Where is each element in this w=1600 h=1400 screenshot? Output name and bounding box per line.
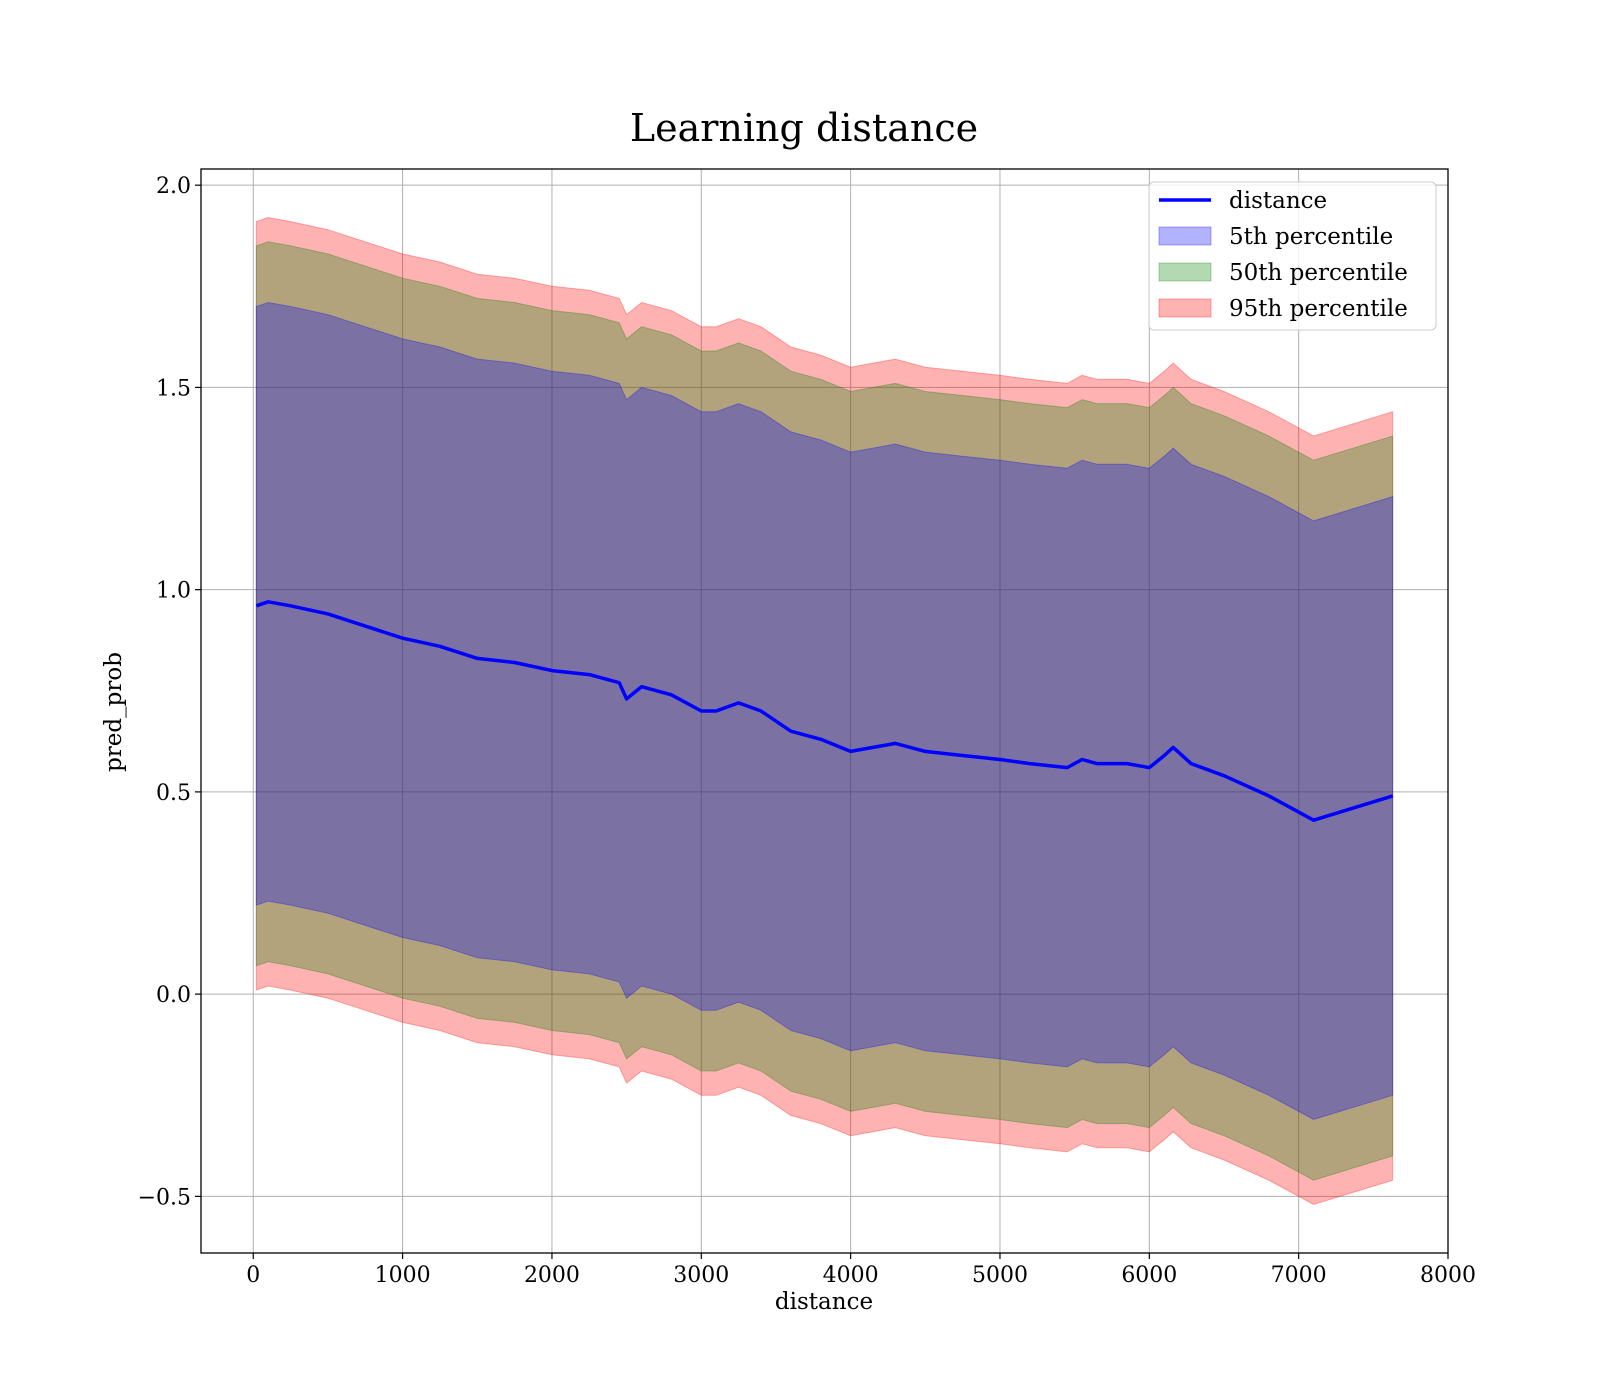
legend-5th-swatch (1158, 226, 1212, 246)
band-50th-percentile (255, 241, 1394, 1181)
x-tick-label: 0 (246, 1263, 260, 1288)
legend: distance 5th percentile 50th percentile … (1148, 181, 1437, 331)
x-tick-label: 8000 (1420, 1263, 1476, 1288)
y-tick-label: 2.0 (156, 174, 191, 199)
x-tick-label: 6000 (1121, 1263, 1177, 1288)
distance-line (255, 600, 1394, 822)
y-axis-ticks: −0.5 0.0 0.5 1.0 1.5 2.0 (138, 174, 201, 1210)
y-axis-label: pred_prob (101, 652, 127, 772)
x-tick-label: 4000 (823, 1263, 879, 1288)
band-95th-percentile (255, 216, 1394, 1206)
x-tick-label: 5000 (972, 1263, 1028, 1288)
percentile-bands (255, 216, 1394, 1206)
legend-frame (1148, 181, 1437, 331)
y-tick-label: 1.5 (156, 376, 191, 401)
axes-frame (200, 168, 1449, 1254)
legend-5th-label: 5th percentile (1229, 224, 1393, 250)
legend-50th-swatch (1158, 262, 1212, 282)
plot-area (201, 169, 1448, 1253)
distance-series-line (255, 600, 1394, 822)
x-axis-ticks: 0 1000 2000 3000 4000 5000 6000 7000 8000 (246, 1253, 1476, 1288)
y-tick-label: 0.5 (156, 781, 191, 806)
chart-title: Learning distance (630, 106, 978, 150)
x-tick-label: 2000 (524, 1263, 580, 1288)
y-tick-label: −0.5 (138, 1185, 191, 1210)
legend-95th-swatch (1158, 298, 1212, 318)
legend-95th-label: 95th percentile (1229, 296, 1408, 322)
x-axis-label: distance (775, 1289, 873, 1315)
y-tick-label: 0.0 (156, 983, 191, 1008)
band-5th-percentile (255, 301, 1394, 1121)
x-tick-label: 1000 (375, 1263, 431, 1288)
legend-50th-label: 50th percentile (1229, 260, 1408, 286)
legend-distance-label: distance (1229, 188, 1327, 214)
grid-lines (201, 169, 1448, 1253)
x-tick-label: 3000 (673, 1263, 729, 1288)
y-tick-label: 1.0 (156, 579, 191, 604)
x-tick-label: 7000 (1271, 1263, 1327, 1288)
